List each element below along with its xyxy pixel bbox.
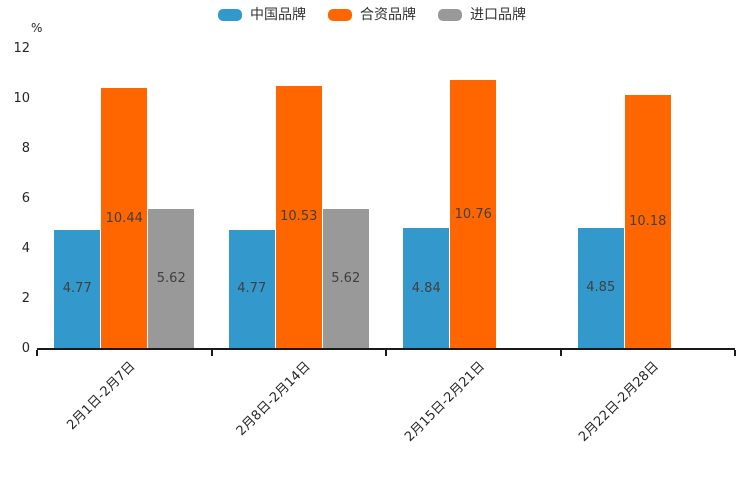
bar-value-label: 10.53	[280, 209, 318, 225]
bar-value-label: 4.77	[237, 281, 267, 297]
y-tick-label: 4	[21, 241, 30, 256]
y-tick-label: 12	[13, 41, 30, 56]
legend-label: 进口品牌	[470, 7, 526, 23]
y-tick-label: 0	[21, 341, 30, 356]
bar-value-label: 4.77	[62, 281, 92, 297]
bar-合资品牌-2	[450, 80, 497, 349]
bar-value-label: 5.62	[156, 270, 186, 286]
bar-中国品牌-0	[54, 229, 101, 349]
x-category-label: 2月15日-2月21日	[402, 359, 488, 445]
y-axis-unit-label: %	[31, 21, 43, 35]
legend-item-2[interactable]: 进口品牌	[438, 6, 526, 24]
x-category-label: 2月22日-2月28日	[576, 359, 663, 445]
bar-value-label: 10.44	[105, 210, 143, 226]
legend-label: 合资品牌	[360, 7, 416, 23]
legend-label: 中国品牌	[250, 7, 306, 23]
legend-swatch-icon	[438, 9, 462, 21]
y-tick-label: 10	[13, 91, 30, 106]
bar-合资品牌-1	[275, 85, 322, 349]
bar-中国品牌-3	[577, 227, 624, 349]
y-tick-label: 6	[21, 191, 30, 206]
x-axis-line	[37, 348, 735, 350]
bar-进口品牌-1	[322, 208, 369, 349]
legend-item-0[interactable]: 中国品牌	[218, 6, 306, 24]
bar-中国品牌-1	[228, 229, 275, 349]
x-axis-tick	[559, 350, 562, 356]
bar-中国品牌-2	[403, 228, 450, 349]
bar-进口品牌-0	[148, 208, 195, 349]
legend: 中国品牌 合资品牌 进口品牌	[0, 6, 744, 24]
bar-合资品牌-3	[624, 94, 671, 349]
x-axis-tick	[734, 350, 736, 356]
x-axis-tick	[385, 350, 387, 356]
legend-swatch-icon	[328, 9, 352, 21]
bar-value-label: 5.62	[331, 270, 361, 286]
legend-item-1[interactable]: 合资品牌	[328, 6, 416, 24]
x-axis-tick	[210, 350, 213, 356]
bar-value-label: 10.76	[454, 206, 492, 222]
bar-合资品牌-0	[101, 88, 148, 349]
x-category-label: 2月1日-2月7日	[64, 359, 139, 434]
bar-value-label: 10.18	[629, 213, 667, 229]
bar-value-label: 4.84	[411, 280, 441, 296]
x-axis-tick	[36, 350, 38, 356]
x-category-label: 2月8日-2月14日	[233, 359, 314, 439]
legend-swatch-icon	[218, 9, 242, 21]
y-tick-label: 2	[21, 291, 30, 306]
bar-value-label: 4.85	[586, 280, 616, 296]
y-tick-label: 8	[21, 141, 30, 156]
